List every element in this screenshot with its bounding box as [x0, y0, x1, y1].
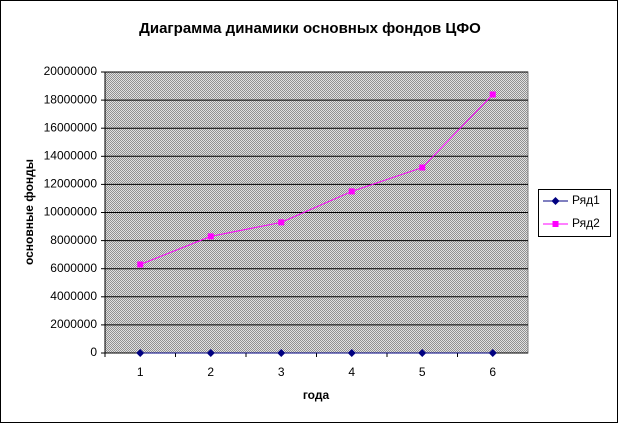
- point: [488, 349, 497, 357]
- point: [207, 233, 214, 240]
- x-tick-label: 5: [419, 365, 426, 379]
- y-tick-label: 12000000: [44, 177, 98, 191]
- y-tick-label: 6000000: [50, 261, 97, 275]
- line: [140, 94, 494, 265]
- x-tick-label: 6: [489, 365, 496, 379]
- y-tick-label: 20000000: [44, 64, 98, 78]
- point: [278, 219, 285, 226]
- y-tick-label: 8000000: [50, 233, 97, 247]
- y-tick-label: 10000000: [44, 205, 98, 219]
- x-axis-label: года: [303, 388, 330, 402]
- point: [489, 91, 496, 98]
- point: [419, 164, 426, 171]
- point: [418, 349, 427, 357]
- y-tick-label: 0: [90, 345, 97, 359]
- legend-marker: [551, 197, 560, 205]
- point: [347, 349, 356, 357]
- y-tick-label: 14000000: [44, 148, 98, 162]
- legend: [538, 189, 611, 237]
- y-tick-label: 18000000: [44, 92, 98, 106]
- point: [137, 261, 144, 268]
- point: [348, 188, 355, 195]
- legend-marker: [552, 221, 559, 227]
- x-tick-label: 2: [207, 365, 214, 379]
- point: [277, 349, 286, 357]
- legend-label: Ряд1: [572, 193, 600, 207]
- x-tick-label: 4: [348, 365, 355, 379]
- y-tick-label: 2000000: [50, 317, 97, 331]
- y-axis-label: основные фонды: [22, 159, 36, 265]
- x-tick-label: 1: [137, 365, 144, 379]
- point: [206, 349, 215, 357]
- chart-title: Диаграмма динамики основных фондов ЦФО: [139, 20, 481, 37]
- legend-label: Ряд2: [572, 216, 600, 230]
- y-tick-label: 16000000: [44, 120, 98, 134]
- x-tick-label: 3: [278, 365, 285, 379]
- y-tick-label: 4000000: [50, 289, 97, 303]
- point: [136, 349, 145, 357]
